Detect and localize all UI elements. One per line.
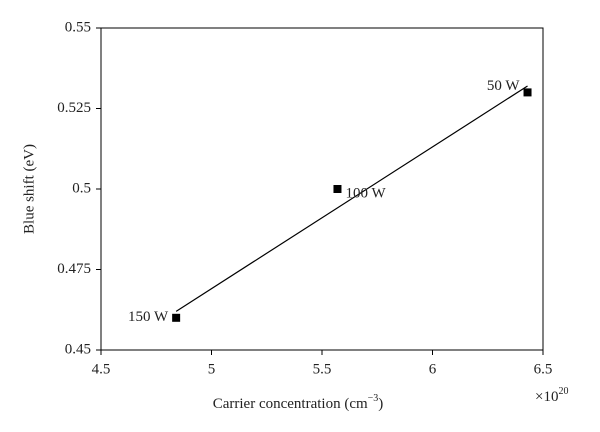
point-label: 50 W <box>487 78 520 94</box>
x-axis-label: Carrier concentration (cm−3) <box>213 393 384 412</box>
data-point <box>523 88 532 97</box>
plot-frame <box>100 27 544 351</box>
x-tick-label: 5.5 <box>313 361 332 377</box>
y-tick-label: 0.55 <box>65 19 91 35</box>
data-point <box>172 313 181 322</box>
x-tick-label: 6.5 <box>534 361 553 377</box>
y-tick-label: 0.525 <box>57 100 91 116</box>
y-tick-label: 0.5 <box>72 180 91 196</box>
x-label-text: Carrier concentration (cm <box>213 396 368 412</box>
fit-line <box>175 85 528 312</box>
x-multiplier-base: ×10 <box>535 389 558 405</box>
x-tick-label: 6 <box>429 361 437 377</box>
data-point <box>333 185 342 193</box>
point-label: 150 W <box>128 309 169 325</box>
x-multiplier: ×1020 <box>535 386 568 405</box>
y-axis-label: Blue shift (eV) <box>21 144 37 234</box>
x-label-exponent: −3 <box>368 393 379 404</box>
x-multiplier-exponent: 20 <box>558 386 568 397</box>
y-tick-label: 0.45 <box>65 341 91 357</box>
point-label: 100 W <box>345 185 386 201</box>
y-tick-label: 0.475 <box>57 261 91 277</box>
x-label-end: ) <box>378 396 383 412</box>
x-tick-label: 4.5 <box>92 361 111 377</box>
x-tick-label: 5 <box>208 361 216 377</box>
